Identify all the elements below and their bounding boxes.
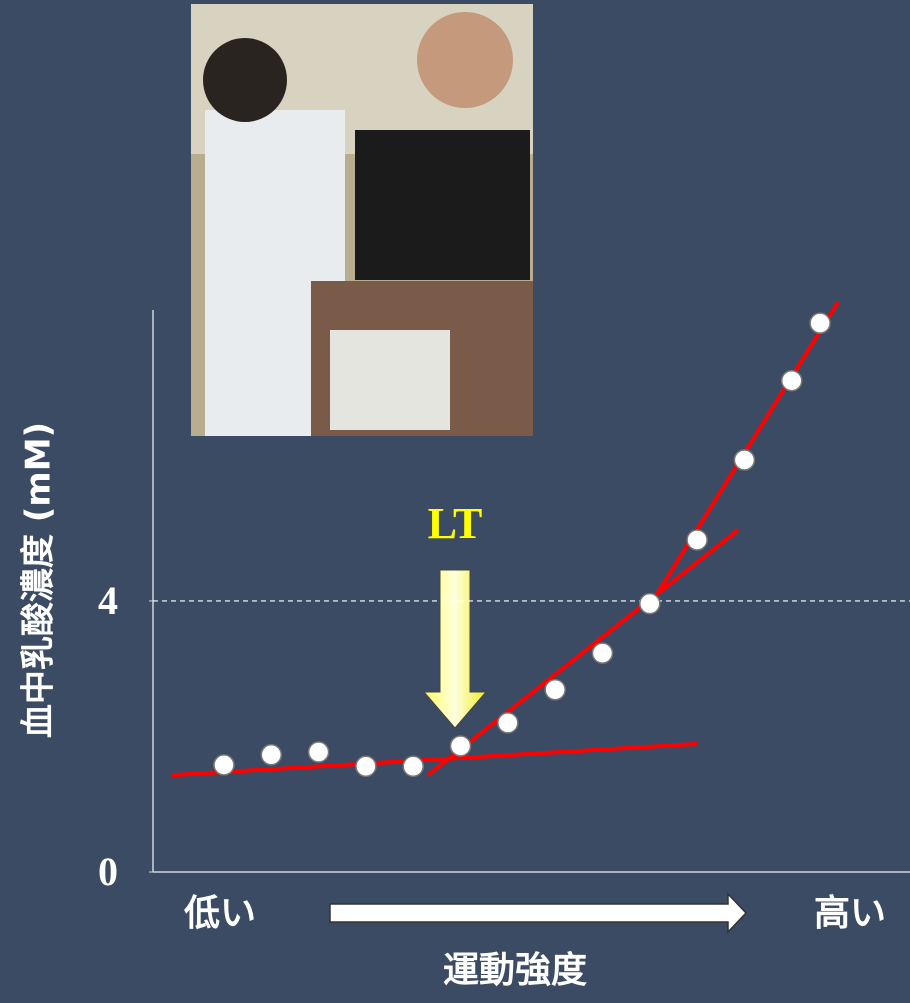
data-point bbox=[591, 642, 614, 664]
data-point bbox=[402, 755, 424, 778]
lt-arrow bbox=[422, 569, 488, 729]
x-high-label: 高い bbox=[814, 893, 886, 934]
x-direction-arrow bbox=[329, 892, 748, 934]
data-point bbox=[733, 449, 756, 471]
data-point bbox=[355, 755, 377, 778]
data-point bbox=[497, 712, 519, 734]
y-tick-label: 4 bbox=[98, 578, 118, 623]
x-axis-label: 運動強度 bbox=[443, 950, 587, 991]
data-point bbox=[639, 592, 661, 615]
data-point bbox=[260, 744, 283, 766]
data-point bbox=[307, 741, 330, 763]
data-point bbox=[213, 754, 235, 776]
data-point bbox=[449, 735, 472, 757]
data-point bbox=[544, 678, 566, 701]
data-point bbox=[809, 312, 831, 334]
lt-annotation: LT bbox=[428, 499, 483, 548]
x-low-label: 低い bbox=[184, 893, 256, 934]
data-point bbox=[686, 529, 708, 551]
fit-line bbox=[426, 528, 740, 777]
data-point bbox=[780, 369, 803, 392]
y-axis-label: 血中乳酸濃度 (mM) bbox=[19, 422, 59, 738]
fit-line bbox=[171, 741, 698, 778]
photo bbox=[191, 4, 533, 436]
y-tick-label: 0 bbox=[98, 849, 118, 894]
